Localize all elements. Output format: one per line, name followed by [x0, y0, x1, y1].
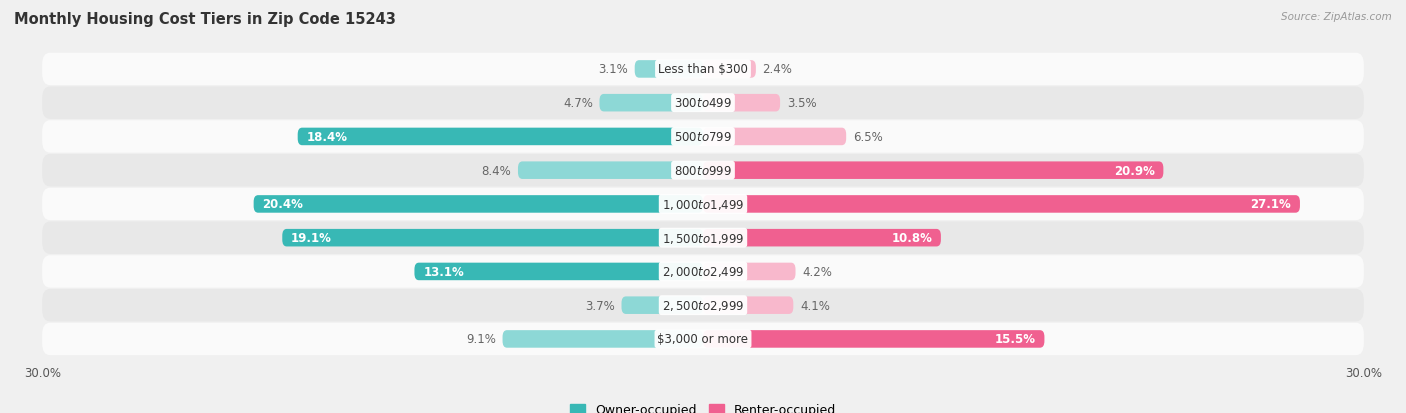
Text: $300 to $499: $300 to $499	[673, 97, 733, 110]
Text: $800 to $999: $800 to $999	[673, 164, 733, 177]
FancyBboxPatch shape	[703, 128, 846, 146]
Text: 15.5%: 15.5%	[994, 332, 1036, 346]
FancyBboxPatch shape	[621, 297, 703, 314]
Text: 2.4%: 2.4%	[762, 63, 793, 76]
FancyBboxPatch shape	[42, 121, 1364, 153]
Text: 10.8%: 10.8%	[891, 232, 932, 244]
FancyBboxPatch shape	[42, 54, 1364, 86]
FancyBboxPatch shape	[703, 297, 793, 314]
Text: 6.5%: 6.5%	[853, 131, 883, 144]
Text: 4.2%: 4.2%	[801, 265, 832, 278]
FancyBboxPatch shape	[703, 229, 941, 247]
FancyBboxPatch shape	[415, 263, 703, 280]
Text: 18.4%: 18.4%	[307, 131, 347, 144]
Text: Monthly Housing Cost Tiers in Zip Code 15243: Monthly Housing Cost Tiers in Zip Code 1…	[14, 12, 396, 27]
FancyBboxPatch shape	[703, 162, 1163, 180]
FancyBboxPatch shape	[42, 154, 1364, 187]
Text: 9.1%: 9.1%	[465, 332, 496, 346]
Text: 8.4%: 8.4%	[482, 164, 512, 177]
Text: 13.1%: 13.1%	[423, 265, 464, 278]
Text: $1,500 to $1,999: $1,500 to $1,999	[662, 231, 744, 245]
FancyBboxPatch shape	[42, 188, 1364, 221]
FancyBboxPatch shape	[703, 61, 756, 78]
FancyBboxPatch shape	[517, 162, 703, 180]
FancyBboxPatch shape	[42, 323, 1364, 355]
Text: 20.4%: 20.4%	[263, 198, 304, 211]
FancyBboxPatch shape	[703, 330, 1045, 348]
Text: $2,500 to $2,999: $2,500 to $2,999	[662, 299, 744, 312]
Text: $500 to $799: $500 to $799	[673, 131, 733, 144]
FancyBboxPatch shape	[703, 95, 780, 112]
Text: 4.7%: 4.7%	[562, 97, 593, 110]
FancyBboxPatch shape	[502, 330, 703, 348]
Text: 3.5%: 3.5%	[787, 97, 817, 110]
Text: 3.7%: 3.7%	[585, 299, 614, 312]
FancyBboxPatch shape	[42, 87, 1364, 120]
Text: Less than $300: Less than $300	[658, 63, 748, 76]
Text: 20.9%: 20.9%	[1114, 164, 1154, 177]
Text: $3,000 or more: $3,000 or more	[658, 332, 748, 346]
FancyBboxPatch shape	[42, 289, 1364, 322]
FancyBboxPatch shape	[42, 222, 1364, 254]
FancyBboxPatch shape	[703, 196, 1301, 213]
FancyBboxPatch shape	[283, 229, 703, 247]
FancyBboxPatch shape	[253, 196, 703, 213]
Text: Source: ZipAtlas.com: Source: ZipAtlas.com	[1281, 12, 1392, 22]
FancyBboxPatch shape	[703, 263, 796, 280]
Text: $1,000 to $1,499: $1,000 to $1,499	[662, 197, 744, 211]
Text: 4.1%: 4.1%	[800, 299, 830, 312]
Text: 3.1%: 3.1%	[599, 63, 628, 76]
Text: 27.1%: 27.1%	[1250, 198, 1291, 211]
FancyBboxPatch shape	[42, 256, 1364, 288]
Text: $2,000 to $2,499: $2,000 to $2,499	[662, 265, 744, 279]
FancyBboxPatch shape	[599, 95, 703, 112]
FancyBboxPatch shape	[634, 61, 703, 78]
Legend: Owner-occupied, Renter-occupied: Owner-occupied, Renter-occupied	[565, 398, 841, 413]
Text: 19.1%: 19.1%	[291, 232, 332, 244]
FancyBboxPatch shape	[298, 128, 703, 146]
